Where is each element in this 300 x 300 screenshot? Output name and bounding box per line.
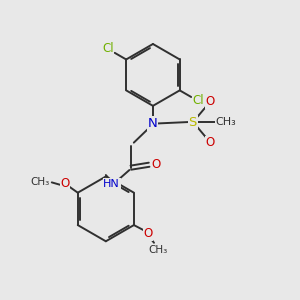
- Text: HN: HN: [103, 179, 120, 189]
- Text: O: O: [206, 136, 215, 149]
- Text: N: N: [148, 117, 158, 130]
- Text: Cl: Cl: [192, 94, 204, 107]
- Text: CH₃: CH₃: [30, 177, 50, 188]
- Text: O: O: [151, 158, 160, 171]
- Text: Cl: Cl: [102, 42, 114, 56]
- Text: O: O: [206, 95, 215, 108]
- Text: CH₃: CH₃: [216, 117, 236, 127]
- Text: O: O: [143, 227, 153, 240]
- Text: S: S: [188, 116, 197, 128]
- Text: CH₃: CH₃: [148, 245, 167, 255]
- Text: O: O: [60, 177, 70, 190]
